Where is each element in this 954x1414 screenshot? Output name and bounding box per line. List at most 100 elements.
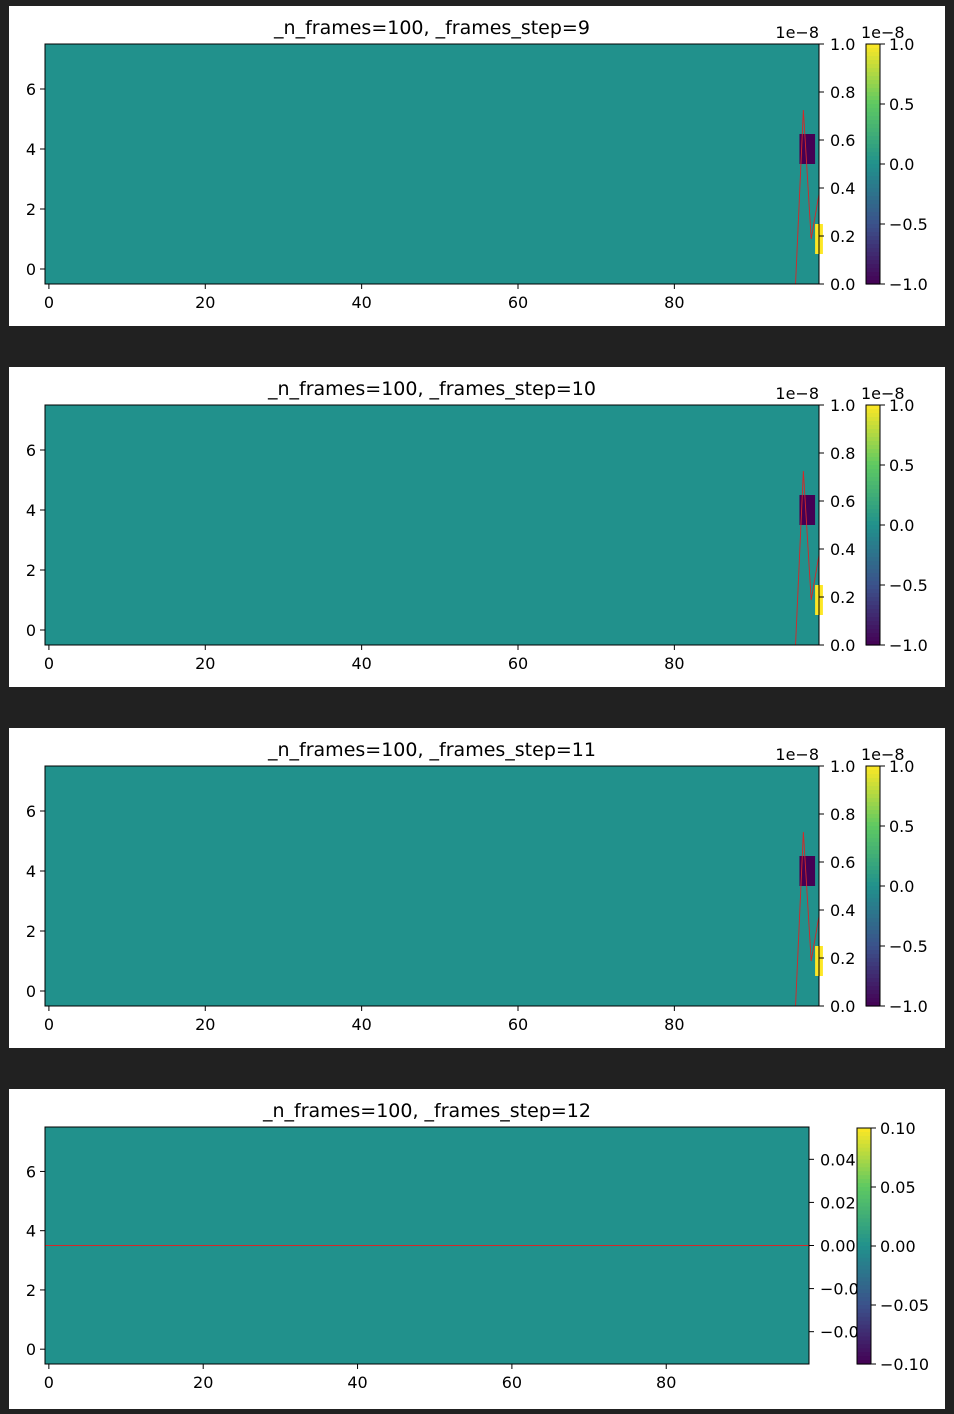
x-tick-label: 40 (351, 293, 371, 312)
colorbar-segment (866, 878, 880, 883)
chart-title: _n_frames=100, _frames_step=10 (267, 378, 596, 400)
figure-panel-2: _n_frames=100, _frames_step=10 0 20 40 60 80 0… (9, 367, 945, 687)
heatmap-background (45, 766, 819, 1006)
y-tick-label: 4 (26, 1222, 36, 1241)
twin-y-tick-label: 0.2 (830, 588, 855, 607)
colorbar-segment (857, 1202, 871, 1208)
colorbar-segment (866, 425, 880, 430)
colorbar-segment (866, 854, 880, 859)
twin-y-tick-label: 0.04 (820, 1150, 856, 1169)
colorbar-segment (866, 136, 880, 141)
colorbar-segment (866, 557, 880, 562)
x-tick-label: 80 (664, 1015, 684, 1034)
colorbar-segment (857, 1155, 871, 1161)
colorbar-segment (866, 405, 880, 410)
colorbar-segment (857, 1308, 871, 1314)
colorbar-segment (857, 1293, 871, 1298)
colorbar-segment (866, 48, 880, 53)
colorbar-segment (866, 268, 880, 273)
colorbar-segment (866, 898, 880, 903)
twin-y-tick-label: 1.0 (830, 757, 855, 776)
colorbar-segment (857, 1198, 871, 1204)
colorbar-segment (866, 609, 880, 614)
x-tick-label: 0 (44, 1373, 54, 1392)
colorbar-segment (866, 561, 880, 566)
colorbar-segment (866, 409, 880, 414)
colorbar-segment (866, 461, 880, 466)
colorbar-segment (866, 232, 880, 237)
colorbar-segment (866, 906, 880, 911)
colorbar-segment (866, 116, 880, 121)
heatmap-background (45, 44, 819, 284)
colorbar-segment (857, 1163, 871, 1168)
colorbar-segment (866, 140, 880, 145)
colorbar-segment (866, 958, 880, 963)
colorbar-segment (866, 120, 880, 125)
colorbar-segment (866, 990, 880, 995)
twin-axis-offset-label: 1e−8 (775, 384, 819, 403)
colorbar-segment (866, 252, 880, 257)
colorbar-segment (866, 236, 880, 241)
y-tick-label: 2 (26, 200, 36, 219)
colorbar-segment (857, 1273, 871, 1279)
colorbar-segment (866, 429, 880, 434)
colorbar-segment (866, 208, 880, 213)
colorbar-tick-label: −0.05 (880, 1296, 929, 1315)
chart-title: _n_frames=100, _frames_step=11 (267, 739, 596, 761)
twin-y-tick-label: 0.00 (820, 1237, 856, 1256)
colorbar-segment (866, 477, 880, 482)
colorbar-segment (866, 850, 880, 855)
colorbar-segment (857, 1151, 871, 1157)
chart-2: _n_frames=100, _frames_step=100 20 40 60 800… (26, 378, 928, 673)
colorbar-segment (866, 581, 880, 586)
twin-y-tick-label: 1.0 (830, 35, 855, 54)
colorbar-offset-label: 1e−8 (861, 745, 905, 764)
colorbar-segment (866, 256, 880, 261)
colorbar-segment (857, 1131, 871, 1137)
colorbar-segment (866, 986, 880, 991)
colorbar-segment (857, 1183, 871, 1188)
colorbar-segment (857, 1234, 871, 1239)
colorbar-segment (866, 950, 880, 955)
colorbar-segment (866, 573, 880, 578)
colorbar-segment (866, 509, 880, 514)
colorbar-segment (857, 1297, 871, 1302)
x-tick-label: 60 (508, 1015, 528, 1034)
colorbar-segment (857, 1312, 871, 1318)
colorbar-segment (866, 457, 880, 462)
colorbar-segment (866, 870, 880, 875)
colorbar-segment (866, 445, 880, 450)
figure-panel-3: _n_frames=100, _frames_step=11 0 20 40 60 80 0… (9, 728, 945, 1048)
colorbar-segment (866, 112, 880, 117)
colorbar-segment (866, 934, 880, 939)
twin-y-tick-label: 1.0 (830, 396, 855, 415)
colorbar-segment (866, 196, 880, 201)
colorbar-segment (866, 533, 880, 538)
x-tick-label: 20 (195, 293, 215, 312)
colorbar-segment (866, 978, 880, 983)
colorbar-segment (866, 617, 880, 622)
colorbar-segment (866, 449, 880, 454)
colorbar-tick-label: 0.00 (880, 1237, 916, 1256)
y-tick-label: 4 (26, 501, 36, 520)
colorbar-segment (866, 240, 880, 245)
colorbar-tick-label: 0.0 (889, 877, 914, 896)
colorbar-segment (866, 168, 880, 173)
colorbar-segment (866, 152, 880, 157)
colorbar-segment (866, 974, 880, 979)
colorbar-segment (866, 782, 880, 787)
colorbar-segment (857, 1218, 871, 1223)
colorbar-segment (866, 260, 880, 265)
colorbar-segment (866, 806, 880, 811)
twin-y-tick-label: 0.2 (830, 949, 855, 968)
colorbar-segment (866, 918, 880, 923)
y-tick-label: 2 (26, 561, 36, 580)
colorbar-segment (866, 272, 880, 277)
colorbar-segment (857, 1332, 871, 1338)
colorbar-tick-label: 1.0 (889, 757, 914, 776)
x-tick-label: 60 (508, 654, 528, 673)
x-tick-label: 20 (195, 654, 215, 673)
colorbar-segment (866, 862, 880, 867)
colorbar-segment (866, 264, 880, 269)
colorbar-tick-label: 0.5 (889, 95, 914, 114)
